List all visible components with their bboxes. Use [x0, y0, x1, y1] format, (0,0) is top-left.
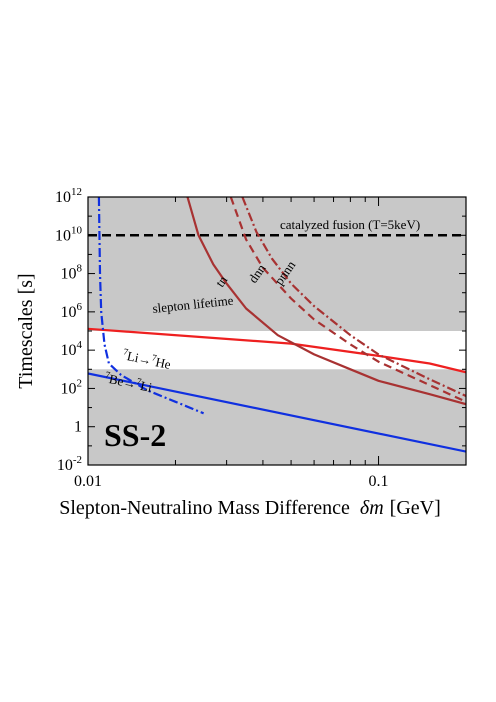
- x-axis-title-main: Slepton-Neutralino Mass Difference: [59, 497, 350, 519]
- x-tick-label-0: 0.01: [74, 473, 102, 490]
- be7-mass-number: 7: [105, 369, 112, 380]
- li7-symbol: Li→: [126, 348, 153, 368]
- series-line-5: [229, 197, 466, 403]
- he7-mass-number: 7: [151, 352, 158, 363]
- series-line-4: [186, 197, 466, 406]
- x-axis-title-unit: [GeV]: [390, 497, 441, 519]
- x-tick-label-1: 0.1: [369, 473, 389, 490]
- y-axis-title: Timescales [s]: [15, 273, 37, 388]
- li7b-symbol: Li: [139, 378, 154, 395]
- y-tick-label-0: 10-2: [57, 454, 82, 474]
- be7-symbol: Be→: [108, 371, 138, 391]
- series-line-3: [97, 197, 205, 415]
- li7-mass-number: 7: [123, 346, 130, 357]
- y-tick-label-3: 104: [61, 339, 83, 359]
- x-axis-title: Slepton-Neutralino Mass Difference δm [GeV…: [59, 497, 441, 519]
- y-tick-label-7: 1012: [55, 186, 82, 206]
- y-tick-label-5: 108: [61, 263, 83, 283]
- y-tick-label-1: 1: [74, 419, 82, 436]
- panel-label: SS-2: [104, 417, 166, 453]
- axis-ticks: 10-2 1 102 104 106 108 1010 1012 0.01 0.1: [55, 186, 467, 490]
- catalyzed-fusion-label: catalyzed fusion (T=5keV): [280, 217, 420, 232]
- he7-symbol: He: [154, 354, 172, 372]
- li7b-mass-number: 7: [136, 376, 143, 387]
- li7-to-he7-label: 7Li→7He: [121, 346, 172, 372]
- shaded-band-0: [88, 369, 466, 465]
- series-line-2: [88, 372, 466, 453]
- x-axis-title-symbol: δm: [360, 497, 384, 519]
- series-line-6: [241, 197, 466, 397]
- y-tick-label-2: 102: [61, 377, 83, 397]
- y-tick-label-6: 1010: [55, 224, 83, 244]
- series-line-1: [88, 327, 466, 374]
- series-lines: [88, 197, 466, 453]
- be7-to-li7-label: 7Be→7Li: [103, 369, 154, 395]
- y-tick-label-4: 106: [61, 301, 83, 321]
